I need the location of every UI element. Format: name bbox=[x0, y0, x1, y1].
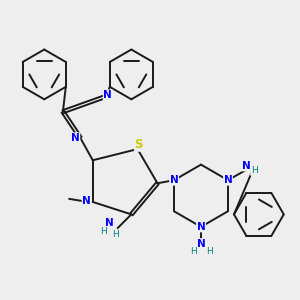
Text: H: H bbox=[100, 227, 107, 236]
Text: N: N bbox=[242, 161, 251, 171]
Text: H: H bbox=[206, 247, 212, 256]
Text: N: N bbox=[71, 133, 80, 143]
Text: H: H bbox=[112, 230, 119, 239]
Text: N: N bbox=[196, 238, 206, 249]
Text: N: N bbox=[105, 218, 114, 228]
Text: N: N bbox=[170, 175, 178, 185]
Text: H: H bbox=[251, 166, 257, 175]
Text: N: N bbox=[103, 90, 112, 100]
Text: N: N bbox=[82, 196, 91, 206]
Text: N: N bbox=[196, 222, 206, 232]
Text: N: N bbox=[224, 175, 232, 185]
Text: H: H bbox=[190, 247, 197, 256]
Text: S: S bbox=[135, 138, 143, 151]
